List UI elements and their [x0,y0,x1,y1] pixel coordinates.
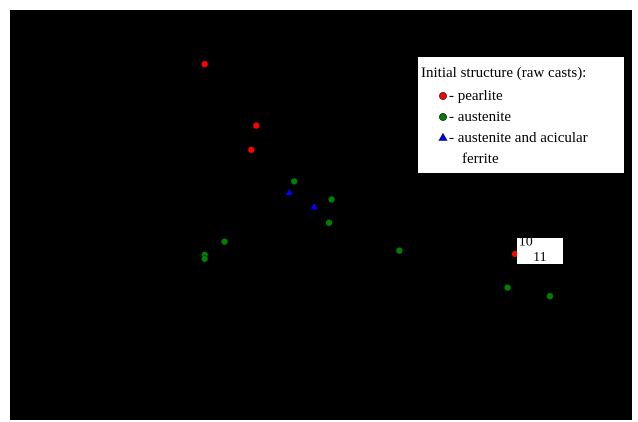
legend-label-austenite-acicular: - austenite and acicular [449,130,588,146]
legend: Initial structure (raw casts): - pearlit… [418,57,624,173]
point-austenite-acicular-1 [309,202,319,210]
point-pearlite-2 [247,146,255,154]
point-austenite-1 [327,195,336,204]
point-pearlite-0 [201,60,209,68]
point-pearlite-1 [252,121,260,130]
point-austenite-7 [503,283,512,292]
annotation-label-11: 11 [533,250,546,265]
legend-label-austenite-acicular-line2: ferrite [462,151,499,167]
legend-label-austenite: - austenite [449,109,511,125]
point-austenite-5 [201,255,209,263]
annotation-box [517,238,563,264]
point-austenite-3 [220,238,229,246]
legend-box [418,57,624,173]
point-austenite-acicular-0 [284,187,294,196]
point-austenite-0 [290,177,298,186]
legend-marker-austenite [439,113,447,121]
legend-label-pearlite: - pearlite [449,88,503,104]
annotation-label-10: 10 [519,234,533,249]
point-austenite-8 [546,292,554,300]
legend-marker-pearlite [439,92,447,100]
legend-title: Initial structure (raw casts): [421,65,586,81]
legend-marker-austenite-acicular [438,132,448,141]
point-austenite-6 [395,247,404,255]
point-annotations: 10 11 [517,234,563,265]
point-austenite-2 [325,219,333,227]
